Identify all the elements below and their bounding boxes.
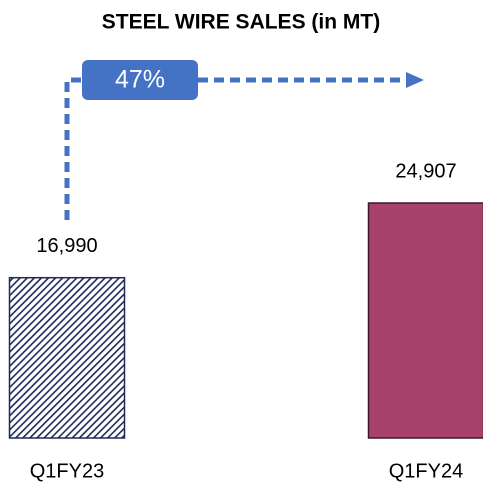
- data-label: 24,907: [395, 160, 456, 182]
- bar: [367, 202, 483, 439]
- arrow-head: [406, 72, 424, 88]
- annotation: 47%: [115, 66, 165, 94]
- annotation-box: [82, 60, 198, 100]
- x-tick-label: Q1FY24: [389, 460, 463, 482]
- x-tick-label: Q1FY23: [30, 460, 104, 482]
- chart-title: STEEL WIRE SALES (in MT): [102, 11, 380, 34]
- growth-arrow: [64, 77, 82, 220]
- data-label: 16,990: [36, 235, 97, 257]
- bar: [8, 276, 126, 439]
